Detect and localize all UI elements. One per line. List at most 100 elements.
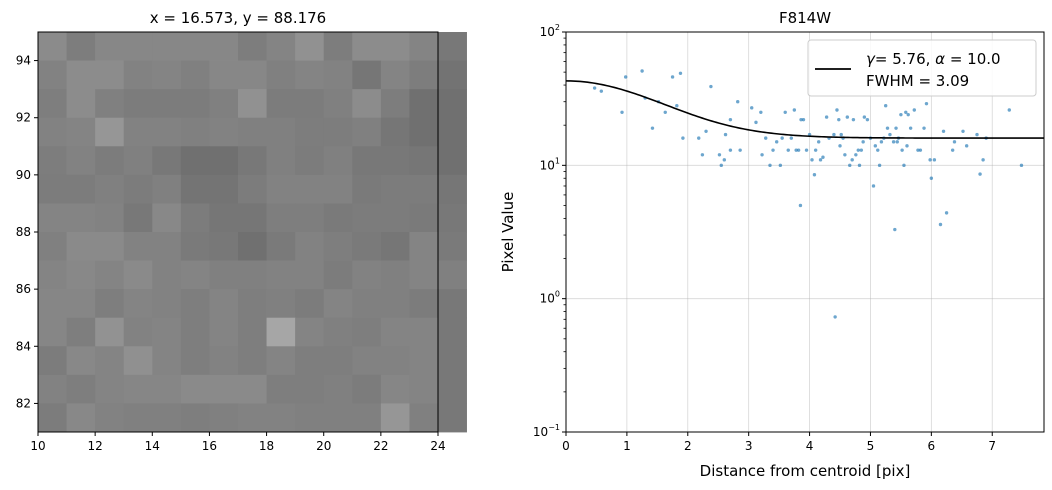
tick-base: 10 <box>533 425 548 439</box>
heatmap-cell <box>66 346 96 376</box>
heatmap-cell <box>352 289 382 319</box>
profile-data-point <box>894 126 898 130</box>
profile-data-point <box>824 115 829 119</box>
profile-data-point <box>861 140 865 144</box>
heatmap-cell <box>66 289 96 319</box>
heatmap-cell <box>38 403 67 433</box>
heatmap-cell <box>123 289 153 319</box>
profile-x-tick-label: 1 <box>623 439 631 453</box>
heatmap-cell <box>323 289 353 319</box>
cutout-x-tick-label: 14 <box>145 439 160 453</box>
profile-y-tick-label: 10−1 <box>533 423 560 439</box>
heatmap-cell <box>295 32 325 61</box>
heatmap-cell <box>238 260 267 290</box>
profile-data-point <box>817 140 821 144</box>
heatmap-cell <box>438 32 467 61</box>
heatmap-cell <box>38 117 67 147</box>
heatmap-cell <box>38 203 67 233</box>
profile-frame <box>565 31 1045 433</box>
heatmap-cell <box>152 374 182 404</box>
heatmap-cell <box>209 174 239 204</box>
profile-data-point <box>1007 108 1011 112</box>
profile-data-point <box>906 112 910 117</box>
profile-data-point <box>912 108 917 112</box>
cutout-y-tick-label: 92 <box>16 111 31 125</box>
heatmap-cell <box>95 346 125 376</box>
heatmap-cell <box>380 32 410 61</box>
profile-data-point <box>792 108 797 112</box>
heatmap-cell <box>352 32 382 61</box>
profile-data-point <box>835 108 839 112</box>
heatmap-cell <box>266 117 296 147</box>
profile-data-point <box>728 117 733 122</box>
heatmap-cell <box>238 32 267 61</box>
profile-data-point <box>818 158 823 162</box>
profile-data-point <box>700 153 705 157</box>
cutout-x-axis-ticks: 10 12 14 16 18 20 22 24 <box>30 432 446 453</box>
cutout-y-axis-ticks: 82 84 86 88 90 92 94 <box>16 54 38 410</box>
heatmap-cell <box>209 346 239 376</box>
profile-data-point <box>599 89 604 93</box>
heatmap-cell <box>409 117 439 147</box>
heatmap-cell <box>209 232 239 261</box>
heatmap-cell <box>152 89 182 119</box>
profile-data-point <box>697 136 701 140</box>
heatmap-cell <box>266 232 296 261</box>
profile-data-point <box>924 101 929 106</box>
heatmap-cell <box>238 174 267 204</box>
tick-base: 10 <box>540 158 555 172</box>
heatmap-cell <box>209 32 239 61</box>
heatmap-cell <box>38 60 67 90</box>
profile-data-point <box>891 140 896 144</box>
heatmap-cell <box>152 289 182 319</box>
heatmap-cell <box>238 60 267 90</box>
profile-data-point <box>620 110 624 114</box>
profile-data-point <box>794 148 798 152</box>
heatmap-cell <box>409 346 439 376</box>
heatmap-cell <box>152 346 182 376</box>
heatmap-cell <box>180 146 210 176</box>
heatmap-cell <box>66 174 96 204</box>
heatmap-cell <box>180 289 210 319</box>
heatmap-cell <box>380 374 410 404</box>
heatmap-cell <box>266 403 296 433</box>
heatmap-cell <box>38 174 67 204</box>
heatmap-cell <box>123 89 153 119</box>
heatmap-cell <box>95 60 125 90</box>
profile-data-point <box>750 106 754 110</box>
profile-data-point <box>916 148 920 152</box>
heatmap-cell <box>323 260 353 290</box>
profile-data-point <box>871 184 876 188</box>
heatmap-cell <box>180 60 210 90</box>
cutout-x-tick-label: 16 <box>202 439 217 453</box>
heatmap-cell <box>266 289 296 319</box>
heatmap-cell <box>323 317 353 347</box>
cutout-x-tick-label: 18 <box>259 439 274 453</box>
profile-data-point <box>885 126 890 130</box>
heatmap-cell <box>152 146 182 176</box>
cutout-y-tick-label: 86 <box>16 282 31 296</box>
profile-data-point <box>944 211 949 215</box>
profile-data-point <box>900 148 904 152</box>
heatmap-cell <box>352 346 382 376</box>
profile-data-point <box>709 84 713 89</box>
profile-x-tick-label: 6 <box>928 439 936 453</box>
heatmap-cell <box>123 374 153 404</box>
heatmap-cell <box>380 174 410 204</box>
heatmap-cell <box>66 117 96 147</box>
profile-data-point <box>961 129 965 133</box>
profile-data-point <box>941 129 946 133</box>
profile-data-point <box>780 136 784 140</box>
profile-data-point <box>899 112 903 117</box>
heatmap-cell <box>123 60 153 90</box>
legend-fwhm: FWHM = 3.09 <box>866 72 969 90</box>
heatmap-cell <box>95 32 125 61</box>
heatmap-cell <box>38 289 67 319</box>
heatmap-cell <box>180 89 210 119</box>
heatmap-cell <box>66 146 96 176</box>
heatmap-cell <box>409 232 439 261</box>
heatmap-cell <box>380 403 410 433</box>
heatmap-cell <box>323 146 353 176</box>
heatmap-cell <box>152 32 182 61</box>
legend-alpha-value: = 10.0 <box>945 50 1001 68</box>
